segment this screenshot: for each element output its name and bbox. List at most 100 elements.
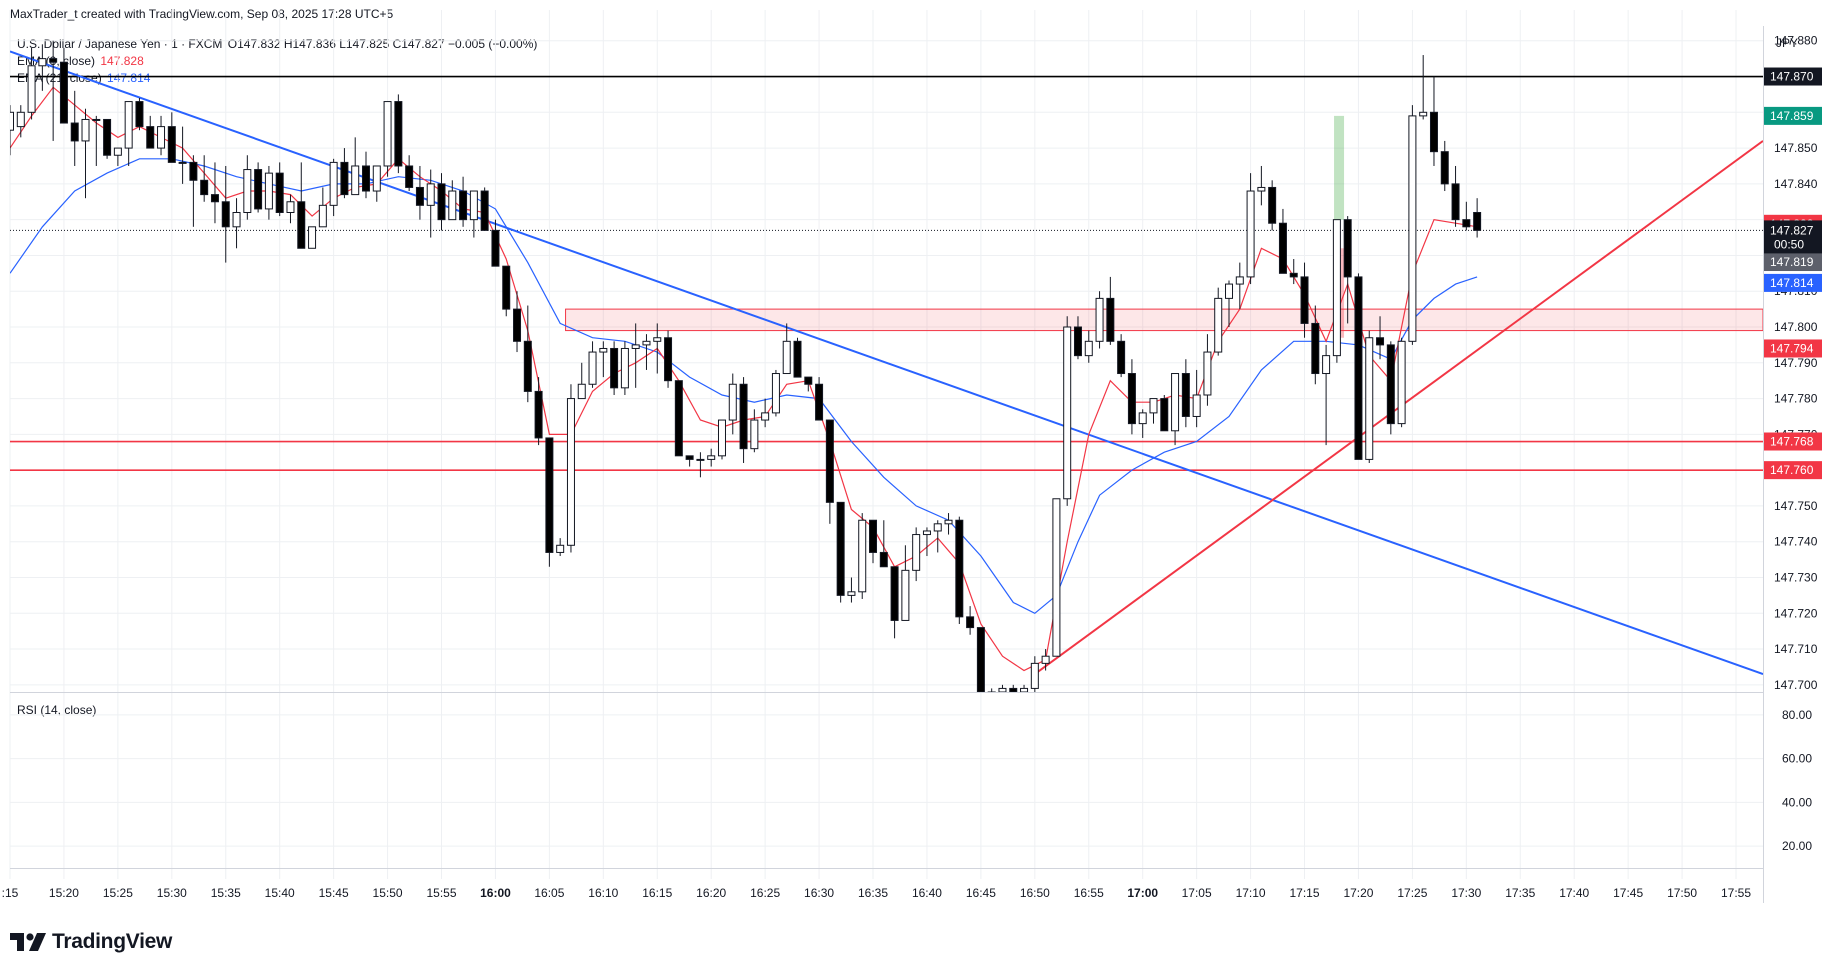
candle-down — [210, 194, 219, 203]
rsi-tick-20-00: 20.00 — [1782, 839, 1812, 853]
candle-down — [815, 383, 824, 421]
candle-up — [92, 118, 101, 121]
time-tick-17-35: 17:35 — [1505, 886, 1535, 900]
price-tag-red-zone: 147.794 — [1770, 341, 1814, 355]
price-tag-black-line: 147.870 — [1770, 70, 1814, 84]
candles — [10, 40, 1482, 692]
candle-up — [1149, 398, 1158, 414]
legend-ema21-label: EMA (21, close) — [17, 71, 102, 85]
price-tick-147-780: 147.780 — [1774, 392, 1818, 406]
legend-ema8-value: 147.828 — [100, 54, 144, 68]
candle-up — [1322, 355, 1331, 375]
candle-down — [1311, 322, 1320, 375]
price-tick-147-710: 147.710 — [1774, 642, 1818, 656]
candle-up — [329, 161, 338, 206]
candle-up — [642, 340, 651, 346]
candle-down — [610, 347, 619, 389]
candle-down — [1073, 326, 1082, 357]
candle-down — [1160, 398, 1169, 432]
candle-up — [653, 337, 662, 342]
candle-down — [523, 340, 532, 392]
time-tick-15-50: 15:50 — [373, 886, 403, 900]
time-tick-17-10: 17:10 — [1236, 886, 1266, 900]
time-tick-15-40: 15:40 — [265, 886, 295, 900]
candle-down — [513, 308, 522, 342]
rsi-legend-label[interactable]: RSI (14, close) — [17, 703, 97, 717]
price-tick-147-840: 147.840 — [1774, 177, 1818, 191]
candle-down — [1343, 219, 1352, 278]
candle-up — [599, 347, 608, 353]
price-tick-147-880: 147.880 — [1774, 34, 1818, 48]
time-tick-16-30: 16:30 — [804, 886, 834, 900]
time-tick-15-25: 15:25 — [103, 886, 133, 900]
tradingview-logo[interactable]: TradingView — [10, 930, 172, 954]
candle-up — [566, 398, 575, 546]
countdown-tag: 00:50 — [1774, 237, 1804, 251]
candle-down — [1300, 276, 1309, 324]
price-tag-bg-ema21 — [1764, 273, 1822, 292]
candle-up — [1171, 373, 1180, 432]
candle-down — [825, 419, 834, 503]
candle-down — [491, 229, 500, 267]
tradingview-logo-icon — [10, 933, 46, 951]
candle-down — [135, 101, 144, 128]
candle-down — [793, 340, 802, 378]
candle-down — [869, 519, 878, 553]
rsi-tick-40-00: 40.00 — [1782, 795, 1812, 809]
time-tick-16-15: 16:15 — [642, 886, 672, 900]
candle-up — [1246, 190, 1255, 278]
candle-up — [1203, 351, 1212, 396]
price-tick-147-790: 147.790 — [1774, 356, 1818, 370]
candle-up — [16, 111, 25, 128]
time-tick-16-10: 16:10 — [588, 886, 618, 900]
price-tag-red1: 147.768 — [1770, 435, 1814, 449]
candle-down — [502, 265, 511, 310]
candle-down — [415, 186, 424, 206]
chart-attribution: MaxTrader_t created with TradingView.com… — [10, 7, 394, 21]
price-tag-bg-gray — [1764, 253, 1822, 272]
price-tag-gray: 147.819 — [1770, 255, 1814, 269]
price-tick-147-850: 147.850 — [1774, 141, 1818, 155]
candle-down — [1278, 222, 1287, 274]
candle-down — [394, 101, 403, 167]
candle-up — [351, 165, 360, 196]
candle-down — [1451, 183, 1460, 221]
candle-down — [1386, 344, 1395, 425]
candle-up — [10, 111, 14, 131]
candle-up — [1084, 340, 1093, 357]
price-tag-red2: 147.760 — [1770, 463, 1814, 477]
time-tick-17-05: 17:05 — [1182, 886, 1212, 900]
candle-down — [361, 165, 370, 192]
candle-down — [1181, 373, 1190, 417]
price-tag-bg-black-line — [1764, 67, 1822, 86]
candle-up — [912, 534, 921, 571]
candle-up — [308, 226, 317, 249]
price-tick-147-700: 147.700 — [1774, 678, 1818, 692]
price-tag-bg-red1 — [1764, 432, 1822, 451]
candle-down — [275, 172, 284, 213]
time-tick-17-15: 17:15 — [1290, 886, 1320, 900]
candle-down — [1009, 687, 1018, 692]
candle-up — [38, 58, 47, 67]
time-tick-16-35: 16:35 — [858, 886, 888, 900]
time-tick-16-20: 16:20 — [696, 886, 726, 900]
candle-down — [890, 566, 899, 621]
candle-down — [1106, 297, 1115, 342]
candle-up — [944, 519, 953, 525]
time-tick-17-50: 17:50 — [1667, 886, 1697, 900]
candle-down — [49, 58, 58, 63]
time-tick-16-05: 16:05 — [534, 886, 564, 900]
candle-up — [1052, 498, 1061, 657]
candle-down — [1440, 151, 1449, 185]
currency-label[interactable]: JPY — [1776, 36, 1799, 50]
tradingview-logo-text: TradingView — [52, 930, 173, 953]
candle-down — [103, 118, 112, 156]
time-tick-16-40: 16:40 — [912, 886, 942, 900]
candle-up — [157, 126, 166, 149]
time-tick-16-25: 16:25 — [750, 886, 780, 900]
candle-up — [318, 204, 327, 228]
candle-down — [545, 437, 554, 553]
time-tick-17-30: 17:30 — [1451, 886, 1481, 900]
candle-up — [1095, 297, 1104, 342]
